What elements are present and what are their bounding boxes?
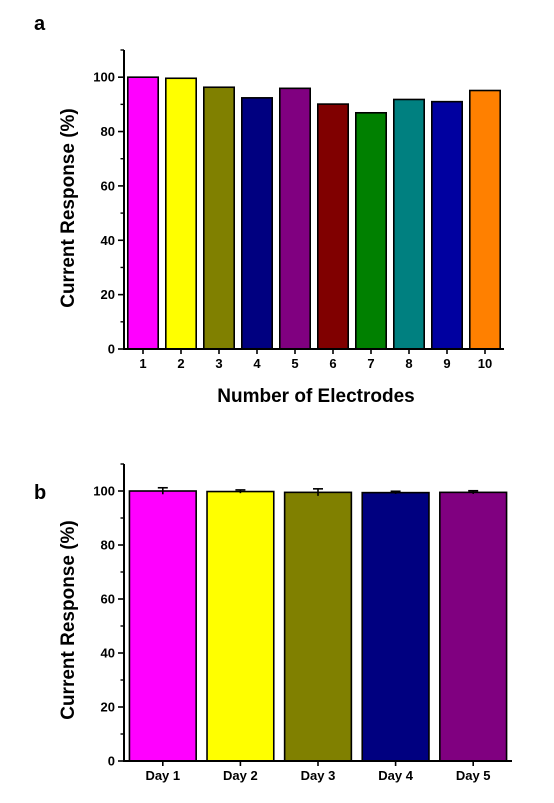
x-tick-label: 9 bbox=[443, 356, 450, 371]
x-tick-label: 2 bbox=[177, 356, 184, 371]
x-tick-label: 5 bbox=[291, 356, 298, 371]
bar-7 bbox=[354, 111, 387, 350]
bar-10 bbox=[468, 89, 501, 350]
x-tick-label: 4 bbox=[253, 356, 261, 371]
bar-day-5 bbox=[439, 491, 508, 762]
y-tick-label: 60 bbox=[101, 178, 115, 193]
y-tick-label: 100 bbox=[93, 70, 115, 85]
bar-day-3 bbox=[283, 491, 353, 762]
y-tick-label: 0 bbox=[108, 754, 115, 769]
bar-8 bbox=[392, 98, 425, 350]
x-tick-label: Day 3 bbox=[301, 768, 336, 783]
y-tick-label: 0 bbox=[108, 342, 115, 357]
bar-9 bbox=[430, 100, 463, 350]
y-tick-label: 80 bbox=[101, 124, 115, 139]
x-tick-label: Day 2 bbox=[223, 768, 258, 783]
bar-6 bbox=[316, 103, 349, 350]
bar-2 bbox=[165, 77, 198, 350]
chart-panel-b: b Current Response (%) Day 1 Day 2 Day 3 Da… bbox=[34, 463, 512, 783]
bar-1 bbox=[127, 76, 160, 350]
bar-day-4 bbox=[361, 491, 430, 762]
chart-panel-a: a Current Response (%) Number of Electro… bbox=[34, 13, 504, 407]
x-tick-label: 8 bbox=[405, 356, 412, 371]
bar-4 bbox=[241, 97, 274, 350]
x-tick-label: Day 1 bbox=[145, 768, 180, 783]
y-tick-label: 40 bbox=[101, 233, 115, 248]
y-tick-label: 100 bbox=[93, 484, 115, 499]
x-tick-label: Day 5 bbox=[456, 768, 491, 783]
y-tick-label: 20 bbox=[101, 287, 115, 302]
x-tick-label: 1 bbox=[139, 356, 146, 371]
bar-day-2 bbox=[206, 490, 275, 762]
bar-5 bbox=[278, 87, 311, 350]
x-tick-label: 7 bbox=[367, 356, 374, 371]
x-tick-label: 6 bbox=[329, 356, 336, 371]
x-tick-label: 10 bbox=[478, 356, 492, 371]
x-tick-label: Day 4 bbox=[378, 768, 413, 783]
y-axis-label-b: Current Response (%) bbox=[58, 520, 79, 720]
panel-label-b: b bbox=[34, 482, 46, 504]
bar-day-1 bbox=[128, 490, 197, 762]
x-tick-label: 3 bbox=[215, 356, 222, 371]
y-axis-label-a: Current Response (%) bbox=[58, 108, 79, 308]
y-tick-label: 40 bbox=[101, 646, 115, 661]
panel-label-a: a bbox=[34, 13, 46, 35]
bar-3 bbox=[203, 86, 236, 350]
x-axis-label-a: Number of Electrodes bbox=[217, 386, 414, 407]
y-tick-label: 80 bbox=[101, 538, 115, 553]
y-tick-label: 60 bbox=[101, 592, 115, 607]
y-tick-label: 20 bbox=[101, 700, 115, 715]
